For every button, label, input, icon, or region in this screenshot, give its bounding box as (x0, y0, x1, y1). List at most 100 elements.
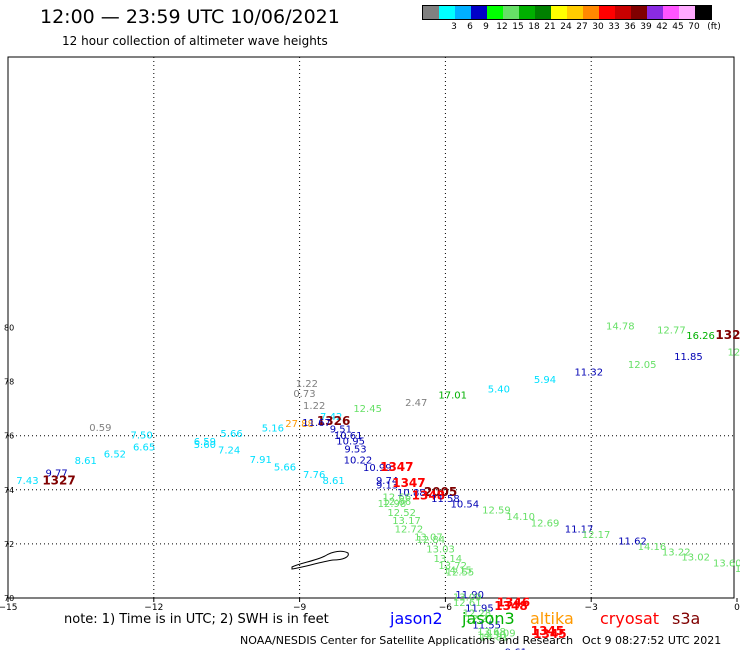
wave-height-label: 14.16 (638, 542, 667, 553)
wave-height-label: 8.61 (322, 476, 344, 487)
wave-height-label: 14.81 (480, 633, 509, 644)
wave-height-label: 7.24 (218, 445, 240, 456)
legend-label: 9 (483, 22, 489, 32)
legend-swatch (487, 6, 503, 19)
wave-height-label: 13.60 (713, 558, 740, 569)
wave-height-label: 12.05 (628, 360, 657, 371)
wave-height-label: 12.77 (657, 326, 686, 337)
wave-height-label: 7.91 (250, 455, 272, 466)
wave-height-label: 13.68 (477, 627, 506, 638)
wave-height-label: 1348 (412, 489, 445, 503)
wave-height-label: 14.15 (443, 566, 472, 577)
wave-height-legend: 3 6 9 12 15 18 21 24 27 30 33 36 39 42 45 70 (ft) (422, 5, 721, 34)
legend-swatch (471, 6, 487, 19)
generation-timestamp: Oct 9 08:27:52 UTC 2021 (582, 634, 722, 647)
lat-tick-label: 78 (4, 378, 14, 387)
legend-label: 45 (672, 22, 684, 32)
wave-height-label: 13.17 (392, 516, 421, 527)
footer-note: note: 1) Time is in UTC; 2) SWH is in fe… (64, 612, 329, 627)
wave-height-label: 6.65 (133, 443, 155, 454)
legend-unit: (ft) (707, 22, 721, 32)
lat-tick-label: 72 (4, 540, 14, 549)
lon-tick-label: −3 (585, 603, 598, 613)
legend-swatch (519, 6, 535, 19)
wave-height-label: 11.90 (455, 590, 484, 601)
wave-height-label: 5.60 (194, 440, 216, 451)
wave-height-label: 11.58 (431, 494, 460, 505)
satellite-jason3: jason3 (462, 609, 515, 628)
credit-line: NOAA/NESDIS Center for Satellite Applica… (240, 634, 574, 647)
map-grid (8, 57, 734, 598)
wave-height-label: 9.13 (376, 481, 398, 492)
wave-height-label: 1345 (531, 624, 564, 638)
wave-height-label: 12.28 (463, 608, 492, 619)
wave-height-label: 11.32 (574, 367, 603, 378)
wave-height-label: 1346 (497, 596, 530, 610)
legend-label: 36 (624, 22, 636, 32)
wave-height-observations: 14.7812.7716.26132711.8512.7712.0511.325… (16, 321, 740, 650)
legend-swatch (535, 6, 551, 19)
lat-tick-label: 74 (4, 486, 14, 495)
wave-height-label: 0.59 (89, 423, 111, 434)
wave-height-label: 7.76 (303, 470, 325, 481)
wave-height-label: 8.61 (75, 456, 97, 467)
legend-swatch (551, 6, 567, 19)
wave-height-label: 7.43 (16, 476, 38, 487)
legend-label: 24 (560, 22, 572, 32)
wave-height-label: 12.61 (453, 598, 482, 609)
wave-height-label: 12.59 (482, 506, 511, 517)
lat-tick-label: 76 (4, 432, 14, 441)
wave-height-label: 27.88 (285, 419, 314, 430)
wave-height-label: 13.07 (414, 532, 443, 543)
legend-labels: 3 6 9 12 15 18 21 24 27 30 33 36 39 42 45 70 (ft) (422, 20, 721, 34)
legend-swatch (679, 6, 695, 19)
wave-height-label: 0.73 (293, 389, 315, 400)
lat-tick-label: 80 (4, 324, 14, 333)
jan-mayen-island (291, 550, 349, 570)
wave-height-label: 10.95 (336, 437, 365, 448)
legend-swatch (455, 6, 471, 19)
wave-height-label: 9.74 (376, 476, 398, 487)
wave-height-label: 1327 (42, 473, 75, 487)
wave-height-label: 12.98 (378, 499, 407, 510)
wave-height-label: 7.50 (131, 430, 153, 441)
wave-height-label: 13.22 (662, 547, 691, 558)
wave-height-label: 12.69 (531, 518, 560, 529)
satellite-jason2: jason2 (390, 609, 443, 628)
lon-tick-label: −9 (293, 603, 307, 613)
wave-height-label: 2.47 (405, 398, 427, 409)
legend-label: 18 (528, 22, 540, 32)
wave-height-label: 1345 (533, 627, 566, 641)
wave-height-label: 9.61 (505, 647, 527, 650)
wave-height-label: 1348 (494, 599, 527, 613)
wave-height-label: 12.45 (353, 404, 382, 415)
wave-height-label: 12.66 (382, 497, 411, 508)
wave-height-label: 13.09 (453, 593, 482, 604)
lon-tick-label: −12 (144, 603, 163, 613)
map-frame (7, 56, 735, 599)
wave-height-label: 9.77 (45, 468, 67, 479)
legend-swatch (567, 6, 583, 19)
wave-height-label: 12.27 (465, 614, 494, 625)
wave-height-label: 1347 (380, 460, 413, 474)
wave-height-label: 5.94 (534, 375, 556, 386)
satellite-altika: altika (530, 609, 574, 628)
wave-height-label: 13.72 (438, 561, 467, 572)
wave-height-label: 6.52 (104, 449, 126, 460)
legend-label: 30 (592, 22, 604, 32)
legend-label: 21 (544, 22, 556, 32)
legend-swatch (599, 6, 615, 19)
wave-height-label: 12.72 (395, 524, 424, 535)
wave-height-label: 11.85 (674, 352, 703, 363)
wave-height-label: 11.62 (618, 536, 647, 547)
legend-label: 12 (496, 22, 508, 32)
wave-height-label: 5.16 (262, 424, 284, 435)
wave-height-label: 14.10 (506, 512, 535, 523)
legend-label: 3 (451, 22, 457, 32)
wave-height-label: 1327 (715, 328, 740, 342)
satellite-s3a: s3a (672, 609, 701, 628)
wave-height-label: 11.17 (565, 524, 594, 535)
wave-height-label: 1326 (317, 414, 350, 428)
wave-height-label: 16.26 (686, 331, 715, 342)
legend-swatch (503, 6, 519, 19)
